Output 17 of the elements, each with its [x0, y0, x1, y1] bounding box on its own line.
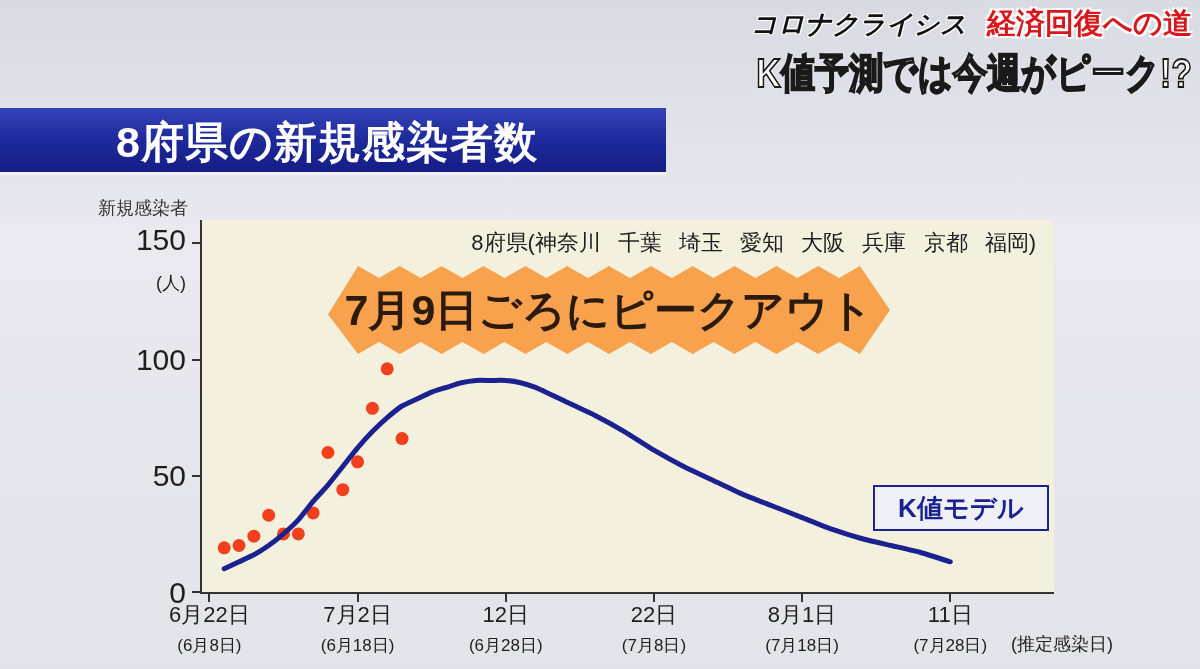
text: 経済回復への道 [987, 7, 1192, 39]
x-tick-label: 6月22日 (6月8日) [169, 602, 250, 655]
y-tick-label: 100 [135, 343, 186, 376]
x-tick-label: 12日 (6月28日) [468, 602, 543, 655]
text: K値予測では今週がピーク!? [756, 48, 1192, 98]
chart-title: 8府県の新規感染者数 [116, 117, 538, 168]
y-axis-title: 新規感染者 [98, 198, 188, 218]
x-tick-label: 11日 (7月28日) [913, 602, 988, 655]
series-label: K値モデル [898, 493, 1024, 523]
text: 8府県(神奈川 千葉 埼玉 愛知 大阪 兵庫 京都 福岡) [471, 229, 1036, 257]
x-tick-label: 7月2日 (6月18日) [320, 602, 395, 655]
x-tick-label: 22日 (7月8日) [621, 602, 687, 655]
x-axis-title: (推定感染日) [1011, 634, 1113, 654]
x-tick-label: 8月1日 (7月18日) [765, 602, 839, 655]
y-tick-label: 150 (人) [135, 222, 186, 293]
y-tick-label: 50 [152, 459, 186, 493]
text: コロナクライシス [751, 9, 967, 39]
